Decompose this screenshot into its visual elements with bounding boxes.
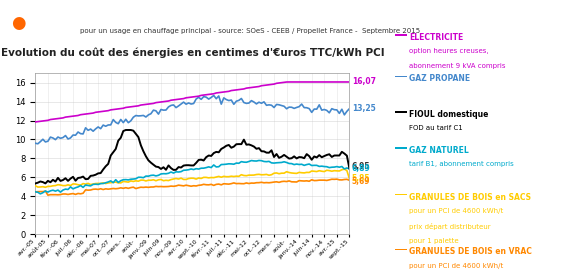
Text: abonnement 9 kVA compris: abonnement 9 kVA compris [409,63,506,69]
Text: GAZ PROPANE: GAZ PROPANE [409,74,470,83]
Text: ●: ● [11,14,26,32]
Text: pour un PCI de 4600 kWh/t: pour un PCI de 4600 kWh/t [409,263,503,269]
Text: 6,95: 6,95 [352,163,370,171]
Text: FOD au tarif C1: FOD au tarif C1 [409,125,463,131]
Text: GAZ NATUREL: GAZ NATUREL [409,146,469,155]
Text: GRANULES DE BOIS en VRAC: GRANULES DE BOIS en VRAC [409,248,532,257]
Title: Evolution du coût des énergies en centimes d'€uros TTC/kWh PCI: Evolution du coût des énergies en centim… [1,48,384,59]
Text: GRANULES DE BOIS en SACS: GRANULES DE BOIS en SACS [409,192,531,202]
Text: 13,25: 13,25 [352,104,375,113]
Text: 5,69: 5,69 [352,177,370,186]
Text: FIOUL domestique: FIOUL domestique [409,110,488,119]
Text: pour 1 palette: pour 1 palette [409,238,458,244]
Text: 6,89: 6,89 [352,164,371,174]
Text: ELECTRICITE: ELECTRICITE [409,33,463,42]
Text: option heures creuses,: option heures creuses, [409,48,488,54]
Text: prix départ distributeur: prix départ distributeur [409,223,491,230]
Text: pour un PCI de 4600 kWh/t: pour un PCI de 4600 kWh/t [409,208,503,214]
Text: pour un usage en chauffage principal - source: SOeS - CEEB / Propellet France - : pour un usage en chauffage principal - s… [80,28,420,34]
Text: 16,07: 16,07 [352,78,376,86]
Text: tarif B1, abonnement compris: tarif B1, abonnement compris [409,161,513,167]
Text: 5,85: 5,85 [352,174,370,183]
